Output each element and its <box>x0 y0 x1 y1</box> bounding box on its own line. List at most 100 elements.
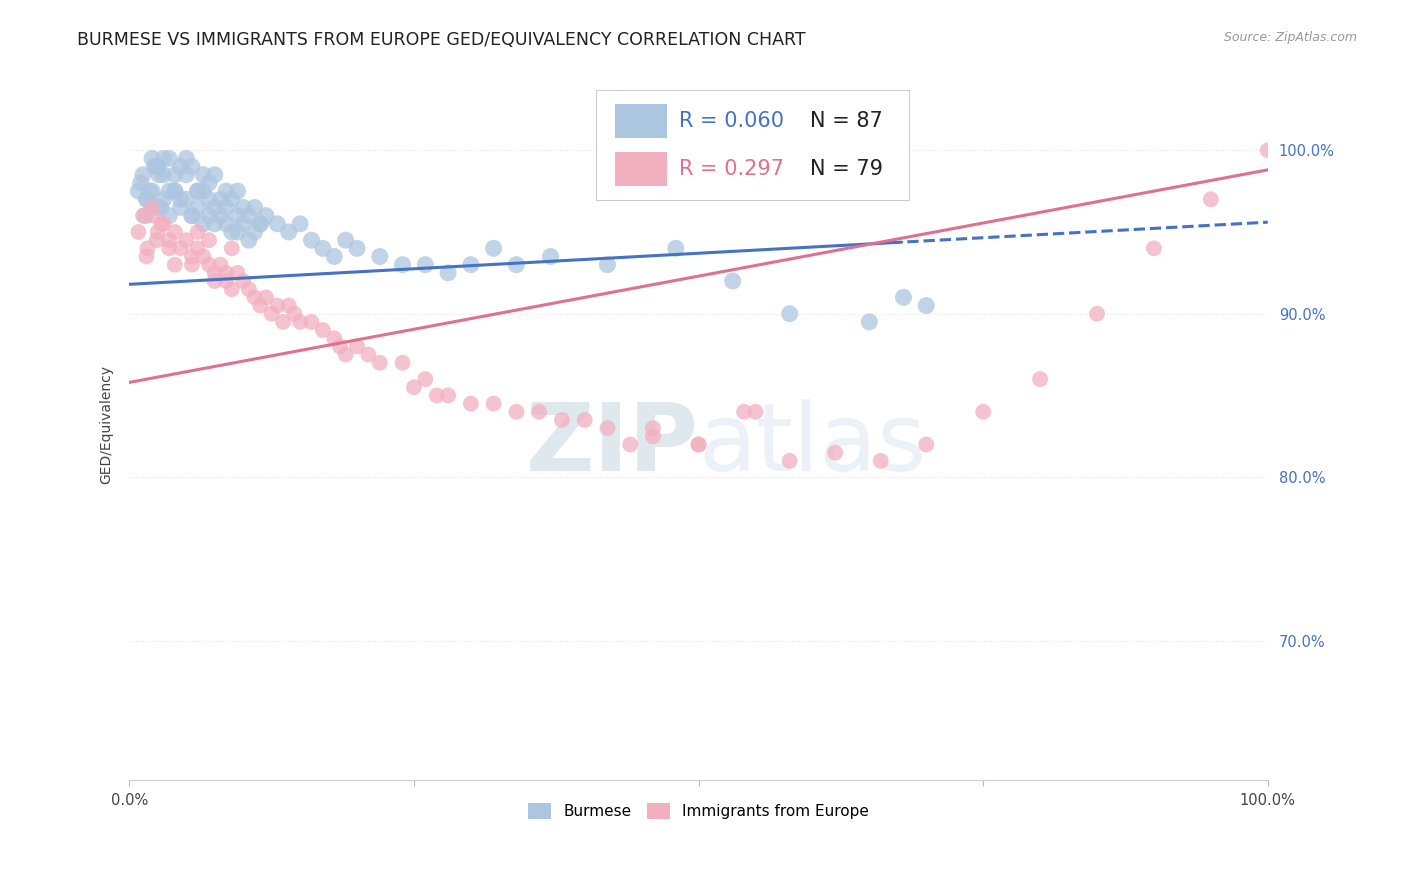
Point <box>146 160 169 174</box>
Point <box>174 233 197 247</box>
Point <box>744 405 766 419</box>
Point <box>540 250 562 264</box>
Point <box>226 184 249 198</box>
Point <box>277 299 299 313</box>
Point <box>135 192 157 206</box>
Point <box>596 421 619 435</box>
Point <box>163 258 186 272</box>
Point <box>323 250 346 264</box>
Point <box>335 233 357 247</box>
Point <box>254 209 277 223</box>
Point <box>249 299 271 313</box>
Point <box>402 380 425 394</box>
Point <box>915 437 938 451</box>
Point <box>226 225 249 239</box>
Point <box>221 192 243 206</box>
Point <box>368 250 391 264</box>
Point <box>665 241 688 255</box>
Point <box>152 192 174 206</box>
Point <box>505 405 527 419</box>
Point <box>688 437 710 451</box>
Point <box>243 290 266 304</box>
Point <box>148 168 170 182</box>
Point <box>288 217 311 231</box>
Point <box>193 168 215 182</box>
Point <box>437 388 460 402</box>
Point <box>858 315 880 329</box>
Point <box>209 258 232 272</box>
FancyBboxPatch shape <box>596 90 910 200</box>
Point <box>482 396 505 410</box>
Point <box>1257 143 1279 157</box>
Point <box>204 274 226 288</box>
Point <box>187 225 209 239</box>
Point <box>368 356 391 370</box>
Text: BURMESE VS IMMIGRANTS FROM EUROPE GED/EQUIVALENCY CORRELATION CHART: BURMESE VS IMMIGRANTS FROM EUROPE GED/EQ… <box>77 31 806 49</box>
Point <box>460 396 482 410</box>
Point <box>254 290 277 304</box>
Point <box>198 258 221 272</box>
Point <box>135 250 157 264</box>
Point <box>972 405 994 419</box>
Point <box>163 225 186 239</box>
Point <box>187 201 209 215</box>
Point <box>238 233 260 247</box>
Point <box>221 225 243 239</box>
Point <box>141 152 163 166</box>
Point <box>482 241 505 255</box>
Y-axis label: GED/Equivalency: GED/Equivalency <box>100 365 114 483</box>
Point <box>193 217 215 231</box>
Point <box>157 241 180 255</box>
Point <box>209 209 232 223</box>
Point <box>266 217 288 231</box>
Point <box>415 372 437 386</box>
Point <box>574 413 596 427</box>
Point <box>215 217 238 231</box>
Point <box>146 201 169 215</box>
Point <box>232 217 254 231</box>
Point <box>527 405 550 419</box>
FancyBboxPatch shape <box>616 104 666 138</box>
Point <box>169 201 191 215</box>
Point <box>551 413 574 427</box>
Point <box>163 168 186 182</box>
Point <box>1143 241 1166 255</box>
Point <box>288 315 311 329</box>
Point <box>505 258 527 272</box>
Point <box>460 258 482 272</box>
Point <box>391 258 413 272</box>
Point <box>209 192 232 206</box>
Point <box>221 282 243 296</box>
Point <box>136 192 159 206</box>
Point <box>249 217 271 231</box>
Point <box>132 168 155 182</box>
Point <box>204 266 226 280</box>
Text: Source: ZipAtlas.com: Source: ZipAtlas.com <box>1223 31 1357 45</box>
Point <box>181 209 204 223</box>
Point <box>437 266 460 280</box>
Point <box>688 437 710 451</box>
Point <box>152 168 174 182</box>
Point <box>145 160 167 174</box>
Point <box>132 209 155 223</box>
Point <box>174 168 197 182</box>
Point <box>157 209 180 223</box>
Point <box>824 445 846 459</box>
Point <box>329 339 352 353</box>
Point <box>215 201 238 215</box>
Text: ZIP: ZIP <box>526 400 699 491</box>
Point <box>226 266 249 280</box>
Point <box>893 290 915 304</box>
Point <box>312 241 335 255</box>
Point <box>169 160 191 174</box>
Point <box>181 160 204 174</box>
Point <box>215 266 238 280</box>
Point <box>141 184 163 198</box>
Point <box>139 184 162 198</box>
Point <box>779 454 801 468</box>
Point <box>181 209 204 223</box>
Point <box>157 184 180 198</box>
Point <box>346 339 368 353</box>
Point <box>150 201 173 215</box>
Point <box>301 233 323 247</box>
